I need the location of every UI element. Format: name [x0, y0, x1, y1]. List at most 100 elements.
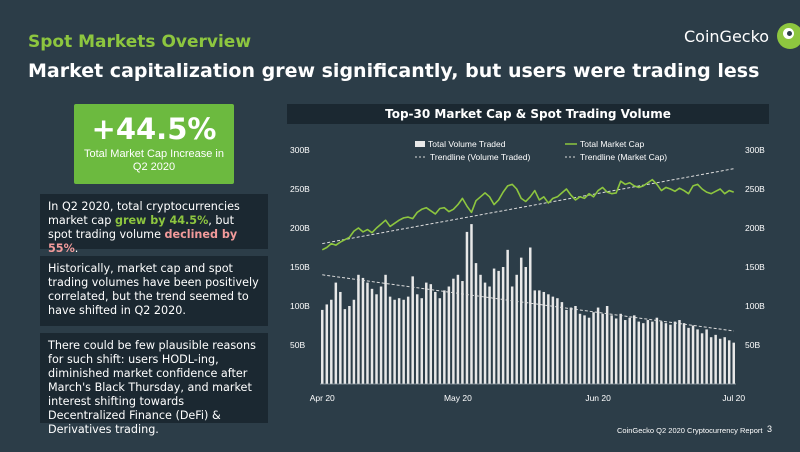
y-tick-label-right: 100B: [745, 301, 765, 311]
volume-bar: [560, 302, 564, 384]
y-tick-label-left: 100B: [290, 301, 310, 311]
volume-decline-highlight: declined by 55%: [48, 228, 238, 255]
page-headline: Market capitalization grew significantly…: [28, 60, 760, 82]
market-cap-growth-highlight: grew by 44.5%: [114, 214, 209, 227]
correlation-card: Historically, market cap and spot tradin…: [40, 256, 268, 326]
volume-bar: [352, 299, 356, 384]
volume-bar: [447, 286, 451, 384]
volume-bar: [325, 304, 329, 384]
reasons-card: There could be few plausible reasons for…: [40, 333, 268, 436]
y-tick-label-right: 150B: [745, 262, 765, 272]
volume-bar: [569, 307, 573, 384]
volume-bar: [501, 267, 505, 384]
volume-bar: [443, 290, 446, 384]
volume-bar: [587, 317, 591, 384]
volume-bar: [628, 317, 631, 384]
volume-bar: [718, 338, 722, 384]
volume-bar: [479, 274, 482, 384]
volume-bar: [673, 321, 677, 384]
x-tick-label: Apr 20: [310, 393, 335, 403]
chart-title: Top-30 Market Cap & Spot Trading Volume: [287, 104, 769, 124]
x-tick-label: May 20: [444, 393, 472, 403]
volume-bar: [357, 274, 360, 384]
y-tick-label-left: 150B: [290, 262, 310, 272]
market-cap-trendline: [322, 168, 734, 245]
legend-volume-trend-label: Trendline (Volume Traded): [430, 152, 530, 162]
reasons-text: There could be few plausible reasons for…: [48, 339, 256, 436]
volume-bar: [397, 298, 401, 384]
volume-bar: [578, 313, 582, 384]
volume-bar: [655, 317, 659, 384]
volume-bar: [429, 284, 433, 384]
volume-bar: [388, 296, 392, 384]
volume-bar: [651, 321, 654, 384]
volume-bar: [370, 288, 374, 384]
volume-bar: [529, 247, 532, 384]
volume-bar: [533, 290, 537, 384]
y-tick-label-left: 200B: [290, 223, 310, 233]
volume-bar: [515, 274, 518, 384]
volume-bar: [470, 224, 473, 384]
y-tick-label-left: 300B: [290, 145, 310, 155]
summary-text-start: In Q2 2020, total cryptocurrencies marke…: [48, 200, 240, 227]
volume-bar: [375, 294, 378, 384]
footer-report-name: CoinGecko Q2 2020 Cryptocurrency Report: [617, 426, 763, 435]
volume-bar: [343, 309, 347, 384]
volume-bar: [646, 320, 650, 384]
volume-bar: [614, 318, 618, 384]
volume-bar: [623, 320, 627, 384]
volume-bar: [425, 282, 428, 384]
volume-bar: [633, 315, 636, 384]
volume-bar: [727, 340, 731, 384]
volume-bar: [691, 325, 695, 384]
volume-bar: [637, 321, 641, 384]
volume-bar: [642, 323, 645, 384]
volume-bar: [379, 286, 383, 384]
correlation-text: Historically, market cap and spot tradin…: [48, 262, 259, 317]
volume-bar: [438, 298, 442, 384]
volume-bar: [565, 309, 568, 384]
stat-value: +44.5%: [91, 112, 217, 146]
volume-bar: [583, 315, 586, 384]
legend-market-cap-trend-label: Trendline (Market Cap): [580, 152, 667, 162]
volume-bar: [619, 313, 622, 384]
volume-bar: [605, 306, 609, 384]
legend-swatch-volume: [415, 141, 425, 147]
volume-bar: [596, 307, 600, 384]
volume-bar: [420, 298, 423, 384]
x-tick-label: Jul 20: [722, 393, 745, 403]
volume-bar: [492, 268, 496, 384]
volume-bar: [506, 249, 509, 384]
volume-bar: [348, 306, 351, 384]
gecko-logo-icon: [777, 23, 800, 49]
volume-bar: [574, 306, 577, 384]
volume-bar: [723, 337, 726, 384]
y-tick-label-right: 50B: [745, 340, 760, 350]
legend-volume-label: Total Volume Traded: [428, 139, 506, 149]
volume-bar: [709, 337, 713, 384]
page-number: 3: [767, 424, 773, 434]
chart-legend: Total Volume Traded Total Market Cap Tre…: [415, 139, 667, 162]
volume-bar: [705, 329, 708, 384]
y-tick-label-left: 250B: [290, 184, 310, 194]
summary-text-end: .: [74, 242, 79, 255]
volume-bar: [610, 315, 613, 384]
volume-bar: [678, 320, 681, 384]
legend-market-cap-label: Total Market Cap: [580, 139, 645, 149]
volume-trendline: [322, 274, 734, 332]
volume-bar: [384, 274, 387, 384]
volume-bar: [330, 299, 333, 384]
volume-bar: [452, 278, 455, 384]
volume-bar: [519, 257, 523, 384]
y-tick-label-right: 200B: [745, 223, 765, 233]
volume-bar: [547, 294, 550, 384]
volume-bar: [510, 286, 514, 384]
volume-bar: [687, 327, 690, 384]
volume-bar: [556, 298, 559, 384]
y-tick-label-left: 50B: [290, 340, 305, 350]
volume-bar: [321, 309, 324, 384]
volume-bar: [682, 323, 686, 384]
volume-bar: [714, 334, 717, 384]
volume-bar: [456, 274, 460, 384]
volume-bar: [402, 299, 405, 384]
